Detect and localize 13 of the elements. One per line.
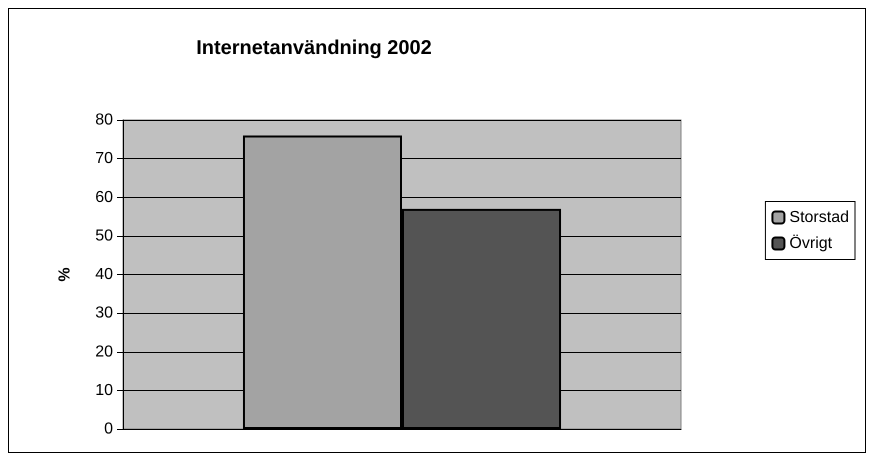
y-tick-label: 30 xyxy=(95,304,114,322)
y-tick-label: 50 xyxy=(95,227,114,244)
chart-title: Internetanvändning 2002 xyxy=(196,37,432,59)
y-tick-label: 70 xyxy=(95,150,114,168)
y-tick-label: 10 xyxy=(95,382,114,399)
y-tick-label: 0 xyxy=(104,420,114,438)
y-tick-label: 60 xyxy=(95,188,114,206)
legend-label: Övrigt xyxy=(789,234,833,252)
legend-label: Storstad xyxy=(789,209,850,226)
y-tick-label: 40 xyxy=(95,266,114,283)
y-axis-title: % xyxy=(56,267,74,282)
y-tick-label: 80 xyxy=(95,112,114,128)
y-tick-label: 20 xyxy=(95,343,114,360)
